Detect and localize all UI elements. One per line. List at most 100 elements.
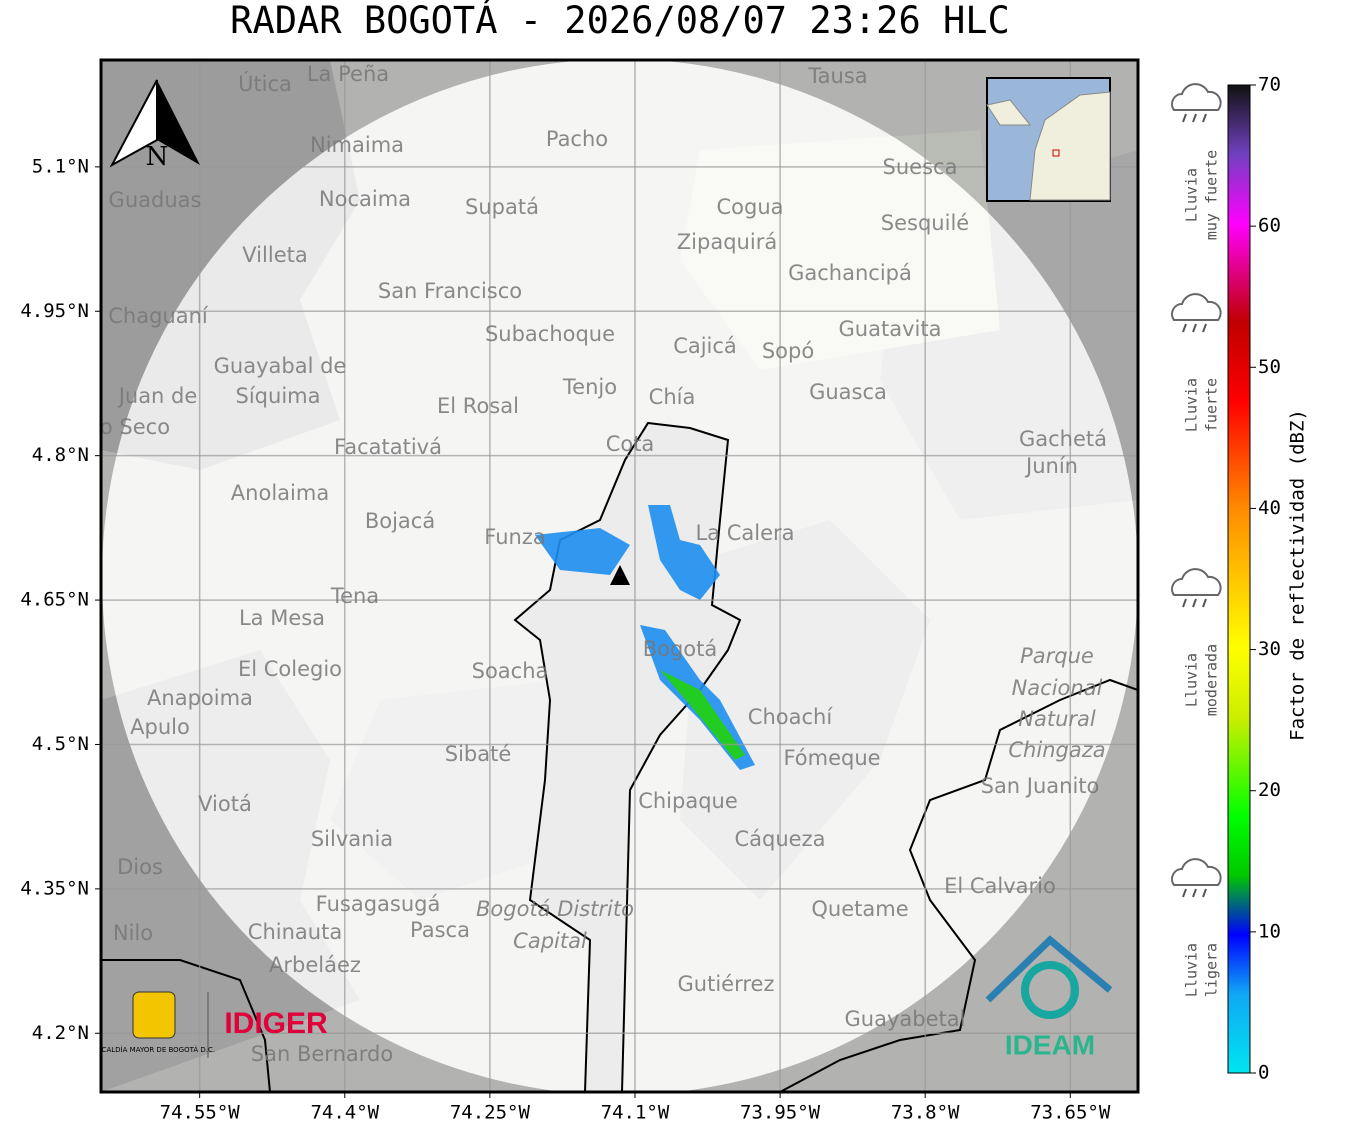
place-label: San Francisco	[378, 279, 522, 303]
cloud-icon	[1171, 568, 1222, 596]
category-label: Lluvia	[1183, 943, 1201, 997]
place-label: Pacho	[546, 127, 608, 151]
inset-map	[986, 77, 1111, 202]
y-tick-label: 4.35°N	[20, 877, 89, 899]
place-label: Facatativá	[334, 435, 442, 459]
place-label: Chingaza	[1008, 738, 1105, 762]
x-tick-label: 73.65°W	[1030, 1102, 1111, 1124]
place-label: Chía	[649, 385, 696, 409]
x-tick-label: 73.8°W	[891, 1102, 960, 1124]
weather-icon	[1171, 83, 1222, 123]
y-tick-label: 4.2°N	[32, 1022, 89, 1044]
place-label: Nimaima	[310, 133, 404, 157]
place-label: Suesca	[883, 155, 958, 179]
ideam-logo: IDEAM	[1005, 1029, 1095, 1060]
colorbar-tick-label: 10	[1258, 920, 1281, 942]
place-label: Anapoima	[147, 686, 253, 710]
place-label: Quetame	[811, 897, 908, 921]
colorbar	[1227, 84, 1251, 1074]
place-label: Pasca	[410, 918, 470, 942]
y-tick-label: 4.95°N	[20, 300, 89, 322]
idiger-logo: IDIGER	[224, 1007, 328, 1040]
colorbar-tick-label: 20	[1258, 779, 1281, 801]
place-label: El Calvario	[944, 874, 1056, 898]
place-label: La Peña	[307, 62, 389, 86]
place-label: Choachí	[748, 705, 834, 729]
place-label: Junín	[1024, 454, 1078, 478]
place-label: Parque	[1020, 644, 1094, 668]
place-label: Fusagasugá	[316, 892, 441, 916]
cloud-icon	[1171, 858, 1222, 886]
compass-label: N	[146, 142, 169, 172]
place-label: Viotá	[198, 792, 252, 816]
place-label: Chipaque	[638, 789, 738, 813]
place-label: Natural	[1018, 707, 1096, 731]
place-label: Silvania	[311, 827, 393, 851]
place-label: Nocaima	[319, 187, 411, 211]
place-label: Chaguaní	[108, 304, 209, 328]
place-label: o Seco	[100, 415, 170, 439]
place-label: Cogua	[716, 195, 783, 219]
weather-icon	[1171, 293, 1222, 333]
place-label: Gutiérrez	[678, 972, 775, 996]
compass: N	[109, 79, 200, 172]
place-label: Subachoque	[485, 322, 615, 346]
place-label: San Bernardo	[251, 1042, 393, 1066]
map-frame	[99, 58, 1140, 1094]
category-label: muy fuerte	[1203, 150, 1221, 240]
colorbar-tick-label: 30	[1258, 638, 1281, 660]
x-tick-label: 74.1°W	[601, 1102, 670, 1124]
rain-icon	[1182, 598, 1207, 608]
place-label: Dios	[117, 855, 163, 879]
place-label: Síquima	[236, 384, 321, 408]
colorbar-tick-label: 50	[1258, 356, 1281, 378]
place-label: Tena	[330, 584, 379, 608]
place-label: Nilo	[113, 921, 153, 945]
colorbar-label: Factor de reflectividad (dBZ)	[1287, 409, 1309, 741]
place-label: Guaduas	[109, 188, 202, 212]
category-label: Lluvia	[1183, 168, 1201, 222]
place-label: Bogotá	[643, 637, 718, 661]
title: RADAR BOGOTÁ - 2026/08/07 23:26 HLC	[230, 0, 1010, 42]
category-label: Lluvia	[1183, 378, 1201, 432]
place-label: Capital	[513, 929, 587, 953]
place-label: Nacional	[1012, 676, 1103, 700]
category-label: fuerte	[1203, 378, 1221, 432]
place-label: Gachancipá	[788, 261, 912, 285]
y-tick-label: 4.65°N	[20, 589, 89, 611]
place-label: Soacha	[472, 659, 549, 683]
place-label: Juan de	[117, 384, 198, 408]
place-label: Zipaquirá	[677, 230, 777, 254]
place-label: Arbeláez	[269, 953, 361, 977]
category-label: moderada	[1203, 644, 1221, 716]
place-label: Fómeque	[783, 746, 880, 770]
place-label: Tenjo	[562, 375, 617, 399]
logo-alcaldia: ALCALDÍA MAYOR DE BOGOTÁ D.C. IDIGER	[93, 991, 328, 1058]
rain-icon	[1182, 888, 1207, 898]
y-tick-label: 5.1°N	[32, 155, 89, 177]
x-tick-label: 74.55°W	[160, 1102, 241, 1124]
place-label: Gachetá	[1019, 427, 1107, 451]
place-label: Supatá	[465, 195, 539, 219]
place-label: Cota	[606, 432, 655, 456]
place-label: Guayabetal	[845, 1007, 966, 1031]
weather-icon	[1171, 858, 1222, 898]
alcaldia-text: ALCALDÍA MAYOR DE BOGOTÁ D.C.	[93, 1045, 215, 1054]
place-label: Cajicá	[673, 334, 737, 358]
cloud-icon	[1171, 83, 1222, 111]
y-tick-label: 4.5°N	[32, 733, 89, 755]
x-tick-label: 74.25°W	[450, 1102, 531, 1124]
place-label: San Juanito	[981, 774, 1100, 798]
weather-icon	[1171, 568, 1222, 608]
place-label: Sibaté	[445, 742, 512, 766]
place-label: Útica	[238, 71, 292, 96]
place-label: Funza	[484, 525, 545, 549]
colorbar-tick-label: 60	[1258, 215, 1281, 237]
place-label: Apulo	[130, 715, 190, 739]
rain-icon	[1182, 113, 1207, 123]
place-label: El Rosal	[437, 394, 519, 418]
place-label: El Colegio	[238, 657, 342, 681]
category-label: Lluvia	[1183, 653, 1201, 707]
place-label: Guayabal de	[214, 354, 347, 378]
